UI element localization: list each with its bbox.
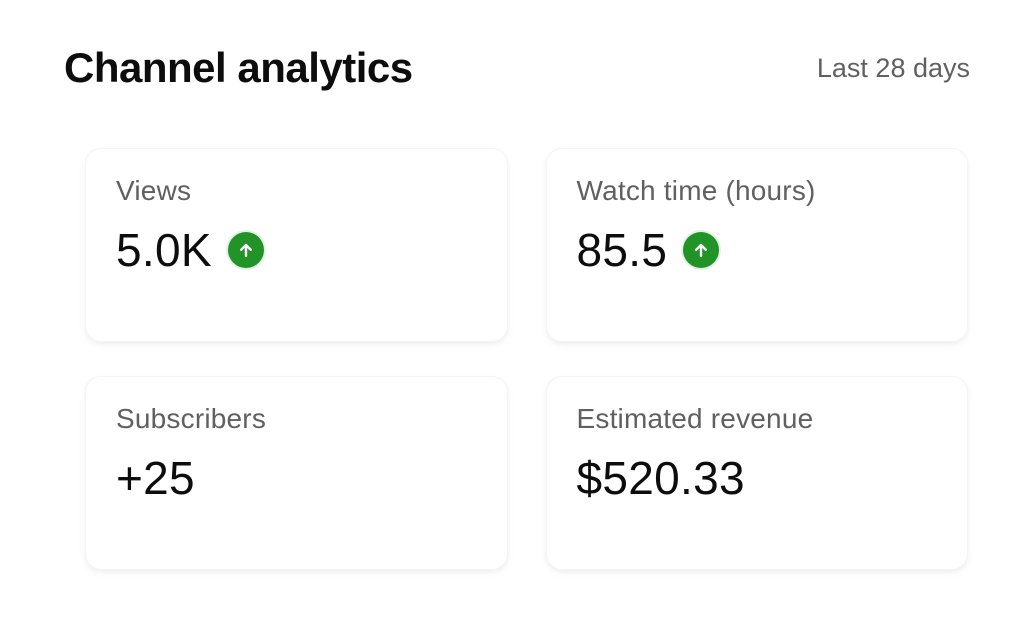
metric-value: 85.5: [576, 224, 668, 276]
metric-value: $520.33: [576, 452, 745, 504]
trend-up-icon: [683, 232, 720, 268]
metric-value-row: $520.33: [577, 451, 938, 505]
trend-up-icon: [227, 232, 264, 268]
metric-value-row: 85.5: [577, 223, 938, 277]
metric-label: Estimated revenue: [576, 403, 814, 434]
metric-card-estimated-revenue[interactable]: Estimated revenue $520.33: [545, 376, 968, 570]
metric-label: Views: [116, 175, 192, 206]
analytics-header: Channel analytics Last 28 days: [64, 40, 970, 96]
metric-card-watch-time[interactable]: Watch time (hours) 85.5: [545, 148, 968, 342]
metric-value: +25: [116, 452, 195, 504]
metric-value: 5.0K: [116, 224, 212, 276]
metric-label: Subscribers: [116, 403, 267, 434]
metric-label: Watch time (hours): [576, 175, 816, 206]
metric-cards-grid: Views 5.0K Watch time (hours) 85.5: [85, 148, 968, 570]
metric-value-row: +25: [116, 451, 477, 505]
metric-card-subscribers[interactable]: Subscribers +25: [85, 376, 508, 570]
date-range-selector[interactable]: Last 28 days: [816, 52, 970, 83]
metric-card-views[interactable]: Views 5.0K: [85, 148, 508, 342]
page-title: Channel analytics: [64, 44, 413, 91]
metric-value-row: 5.0K: [116, 223, 477, 277]
